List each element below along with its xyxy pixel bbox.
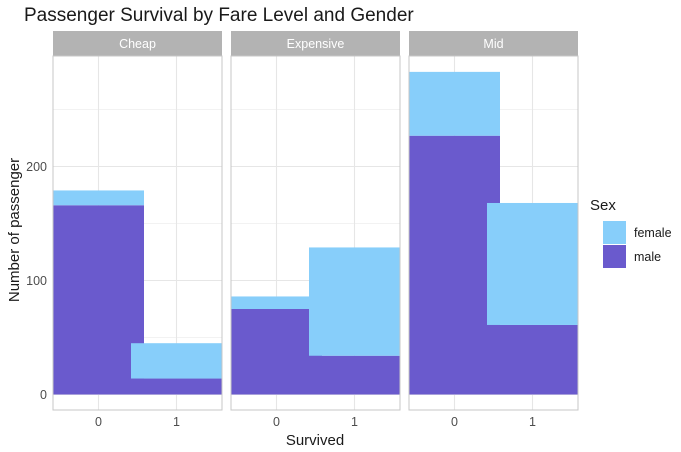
y-tick-label: 0 xyxy=(40,388,47,402)
x-tick-label: 0 xyxy=(273,415,280,429)
y-axis: 0 100 200 xyxy=(26,160,47,402)
x-tick-label: 0 xyxy=(95,415,102,429)
facet-strip xyxy=(409,31,578,56)
bar-expensive-0-female xyxy=(231,296,322,309)
facet-panel-cheap: Cheap 0 1 xyxy=(52,31,223,429)
legend-label-female: female xyxy=(634,226,672,240)
x-tick-label: 0 xyxy=(451,415,458,429)
panel-border xyxy=(408,55,579,411)
bar-mid-0-female xyxy=(409,71,500,136)
bar-expensive-1-male xyxy=(309,355,400,395)
legend-title: Sex xyxy=(590,197,616,214)
bar-cheap-0-male xyxy=(53,205,144,395)
legend-key-male xyxy=(603,245,626,268)
legend-key-female xyxy=(603,221,626,244)
bar-cheap-1-female xyxy=(131,343,222,379)
bar-mid-1-female xyxy=(487,202,578,325)
x-tick-label: 1 xyxy=(351,415,358,429)
y-tick-label: 100 xyxy=(26,274,47,288)
panels: Cheap 0 1 Expensive 0 1 Mid 0 1 xyxy=(52,31,579,429)
panel-border xyxy=(52,55,223,411)
legend-label-male: male xyxy=(634,250,661,264)
facet-strip xyxy=(53,31,222,56)
panel-border xyxy=(230,55,401,411)
x-axis-title: Survived xyxy=(286,432,344,449)
bar-cheap-1-male xyxy=(131,378,222,395)
x-tick-label: 1 xyxy=(529,415,536,429)
x-tick-label: 1 xyxy=(173,415,180,429)
y-axis-title: Number of passenger xyxy=(6,158,23,302)
bar-mid-0-male xyxy=(409,135,500,395)
bar-expensive-0-male xyxy=(231,309,322,395)
legend: Sex female male xyxy=(590,197,672,268)
bar-expensive-1-female xyxy=(309,247,400,356)
facet-panel-expensive: Expensive 0 1 xyxy=(230,31,401,429)
facet-strip-label: Expensive xyxy=(287,37,345,51)
facet-strip-label: Cheap xyxy=(119,37,156,51)
bar-cheap-0-female xyxy=(53,190,144,206)
facet-strip-label: Mid xyxy=(483,37,503,51)
facet-panel-mid: Mid 0 1 xyxy=(408,31,579,429)
facet-strip xyxy=(231,31,400,56)
y-tick-label: 200 xyxy=(26,160,47,174)
chart-title: Passenger Survival by Fare Level and Gen… xyxy=(24,5,414,26)
bar-mid-1-male xyxy=(487,324,578,395)
